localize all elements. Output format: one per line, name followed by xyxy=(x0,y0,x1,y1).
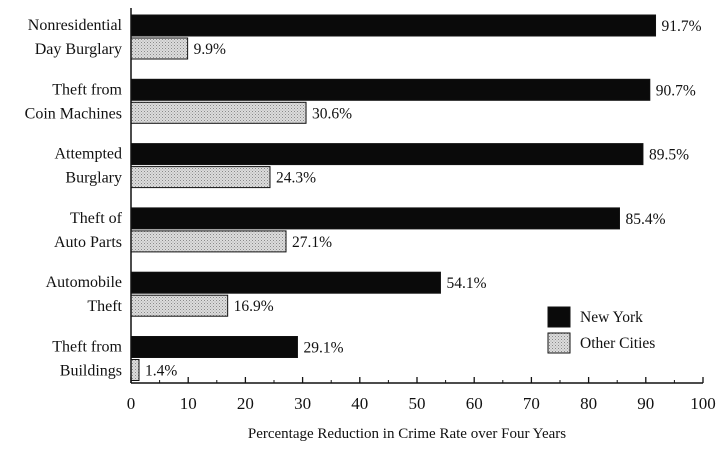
x-tick-label-100: 100 xyxy=(690,394,716,413)
bar-other-cities-2 xyxy=(130,166,271,189)
category-label-4: Automobile Theft xyxy=(46,274,123,315)
value-label-new-york-2: 89.5% xyxy=(649,147,689,164)
category-label-2: Attempted Burglary xyxy=(54,146,122,187)
value-label-other-cities-1: 30.6% xyxy=(312,105,352,122)
category-label-line: Day Burglary xyxy=(35,41,122,58)
category-label-5: Theft from Buildings xyxy=(52,339,122,380)
x-tick-label-0: 0 xyxy=(127,394,136,413)
bar-other-cities-1 xyxy=(130,101,307,124)
legend-swatch-new-york xyxy=(547,306,571,328)
bar-new-york-5 xyxy=(130,336,298,358)
x-tick-label-80: 80 xyxy=(580,394,597,413)
x-tick-label-90: 90 xyxy=(637,394,654,413)
value-label-other-cities-4: 16.9% xyxy=(234,298,274,315)
value-label-other-cities-0: 9.9% xyxy=(194,41,226,58)
value-label-new-york-3: 85.4% xyxy=(625,211,665,228)
x-tick-label-50: 50 xyxy=(409,394,426,413)
x-tick-label-30: 30 xyxy=(294,394,311,413)
x-tick-label-70: 70 xyxy=(523,394,540,413)
legend-label-new-york: New York xyxy=(580,309,643,326)
category-label-0: Nonresidential Day Burglary xyxy=(28,17,123,58)
category-label-line: Nonresidential xyxy=(28,17,123,34)
legend: New York Other Cities xyxy=(547,306,655,354)
category-label-line: Buildings xyxy=(60,363,122,380)
bar-new-york-0 xyxy=(130,14,657,37)
x-tick-label-10: 10 xyxy=(180,394,197,413)
bar-new-york-4 xyxy=(130,271,441,294)
x-tick-label-40: 40 xyxy=(351,394,368,413)
bar-other-cities-3 xyxy=(130,230,287,253)
bar-new-york-2 xyxy=(130,143,644,166)
legend-label-other-cities: Other Cities xyxy=(580,335,655,352)
category-label-line: Attempted xyxy=(54,146,122,163)
category-label-line: Theft of xyxy=(70,210,123,227)
category-label-line: Burglary xyxy=(65,170,122,187)
value-label-other-cities-3: 27.1% xyxy=(292,234,332,251)
plot-area: 91.7% 9.9% Nonresidential Day Burglary 90.7%… xyxy=(25,8,716,413)
category-label-line: Auto Parts xyxy=(54,234,122,251)
value-label-new-york-1: 90.7% xyxy=(656,82,696,99)
value-label-new-york-4: 54.1% xyxy=(446,275,486,292)
category-label-1: Theft from Coin Machines xyxy=(25,81,123,122)
legend-swatch-other-cities xyxy=(547,332,571,354)
value-label-new-york-0: 91.7% xyxy=(662,18,702,35)
category-label-line: Coin Machines xyxy=(25,105,122,122)
bar-other-cities-4 xyxy=(130,294,229,317)
bar-new-york-1 xyxy=(130,78,651,101)
category-label-line: Automobile xyxy=(46,274,122,291)
bar-new-york-3 xyxy=(130,207,620,230)
category-label-line: Theft from xyxy=(52,339,122,356)
value-label-other-cities-5: 1.4% xyxy=(145,363,177,380)
x-axis-title: Percentage Reduction in Crime Rate over … xyxy=(248,426,566,442)
x-tick-label-60: 60 xyxy=(466,394,483,413)
x-tick-label-20: 20 xyxy=(237,394,254,413)
bar-other-cities-0 xyxy=(130,37,189,60)
bar-other-cities-5 xyxy=(130,359,140,381)
value-label-other-cities-2: 24.3% xyxy=(276,170,316,187)
value-label-new-york-5: 29.1% xyxy=(303,340,343,357)
category-label-line: Theft xyxy=(87,298,122,315)
category-label-line: Theft from xyxy=(52,81,122,98)
category-label-3: Theft of Auto Parts xyxy=(54,210,123,251)
